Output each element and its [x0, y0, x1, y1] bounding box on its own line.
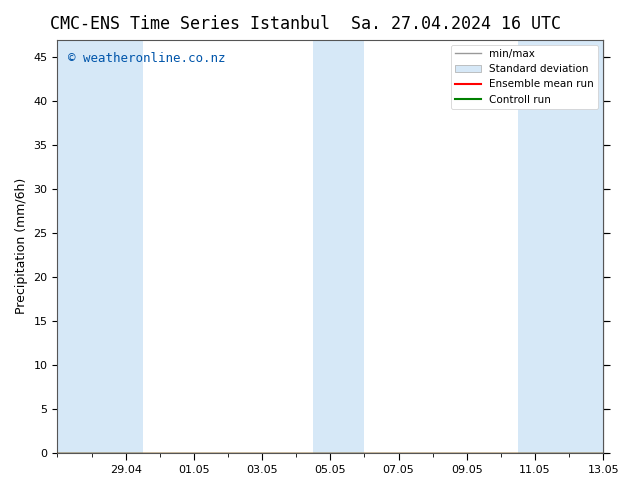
- Bar: [313, 40, 365, 453]
- Text: © weatheronline.co.nz: © weatheronline.co.nz: [68, 52, 226, 65]
- Bar: [518, 40, 603, 453]
- Text: CMC-ENS Time Series Istanbul: CMC-ENS Time Series Istanbul: [50, 15, 330, 33]
- Bar: [58, 40, 143, 453]
- Y-axis label: Precipitation (mm/6h): Precipitation (mm/6h): [15, 178, 28, 315]
- Legend: min/max, Standard deviation, Ensemble mean run, Controll run: min/max, Standard deviation, Ensemble me…: [451, 45, 598, 109]
- Text: Sa. 27.04.2024 16 UTC: Sa. 27.04.2024 16 UTC: [351, 15, 562, 33]
